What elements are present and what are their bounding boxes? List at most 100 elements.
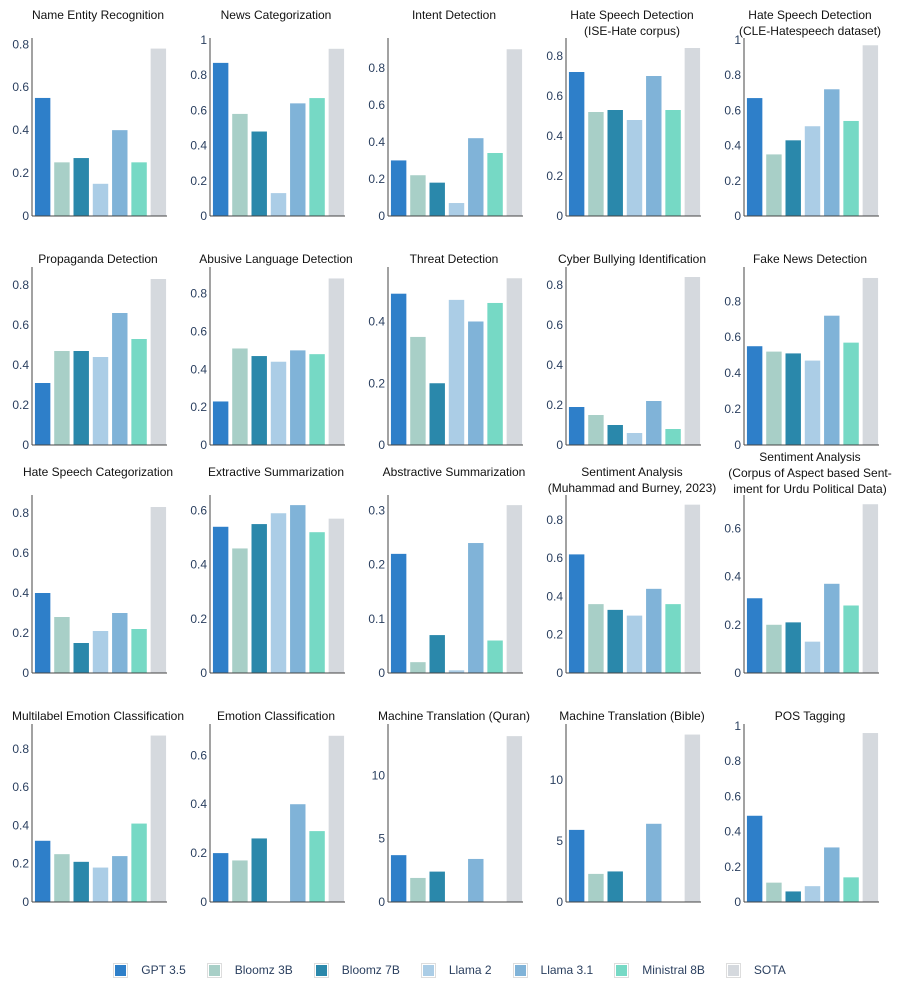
bar-gpt-3-5 bbox=[212, 526, 229, 673]
legend-item-llama-3-1[interactable]: Llama 3.1 bbox=[512, 962, 593, 978]
chart-panel-machine-translation-bible: Machine Translation (Bible) 0 5 10 bbox=[550, 709, 705, 909]
y-tick-label: 5 bbox=[378, 832, 385, 846]
chart-title: iment for Urdu Political Data) bbox=[733, 482, 886, 496]
bar-bloomz-7b bbox=[785, 353, 801, 445]
y-tick-label: 0.4 bbox=[12, 586, 29, 600]
chart-panel-hate-speech-categorization: Hate Speech Categorization 0 0.2 0.4 0.6 0.8 bbox=[12, 465, 173, 680]
y-tick-label: 0 bbox=[200, 209, 207, 223]
chart-title: Fake News Detection bbox=[753, 252, 867, 266]
chart-panel-intent-detection: Intent Detection 0 0.2 0.4 0.6 0.8 bbox=[368, 8, 523, 223]
bar-sota bbox=[684, 48, 701, 216]
bar-sota bbox=[684, 504, 701, 673]
chart-title: Sentiment Analysis bbox=[759, 450, 860, 464]
bar-llama-3-1 bbox=[646, 401, 662, 445]
y-tick-label: 0.6 bbox=[724, 789, 741, 803]
y-tick-label: 0.6 bbox=[12, 546, 29, 560]
bar-gpt-3-5 bbox=[568, 407, 585, 445]
bar-llama-3-1 bbox=[468, 138, 484, 216]
bar-llama-3-1 bbox=[468, 858, 484, 902]
bar-gpt-3-5 bbox=[390, 855, 407, 902]
bar-sota bbox=[506, 736, 523, 902]
legend-item-bloomz-7b[interactable]: Bloomz 7B bbox=[313, 962, 400, 978]
chart-title: Cyber Bullying Identification bbox=[558, 252, 706, 266]
bar-gpt-3-5 bbox=[746, 98, 763, 216]
legend-item-llama-2[interactable]: Llama 2 bbox=[420, 962, 492, 978]
bar-ministral-8b bbox=[665, 429, 681, 445]
bar-bloomz-3b bbox=[410, 175, 426, 216]
chart-title: News Categorization bbox=[221, 8, 332, 22]
y-tick-label: 0.8 bbox=[368, 61, 385, 75]
bar-bloomz-7b bbox=[73, 643, 89, 673]
bar-llama-3-1 bbox=[646, 588, 662, 673]
y-tick-label: 0.4 bbox=[724, 570, 741, 584]
bar-sota bbox=[862, 733, 879, 902]
bar-ministral-8b bbox=[309, 354, 325, 445]
chart-panel-hate-speech-detection-cle-hatespeech-dataset: Hate Speech Detection (CLE-Hatespeech dat… bbox=[724, 8, 881, 223]
y-tick-label: 0.2 bbox=[368, 376, 385, 390]
y-tick-label: 0.8 bbox=[12, 506, 29, 520]
chart-title: Emotion Classification bbox=[217, 709, 335, 723]
y-tick-label: 0 bbox=[556, 895, 563, 909]
bar-llama-2 bbox=[626, 433, 643, 445]
legend-label: Bloomz 3B bbox=[234, 963, 293, 977]
bar-sota bbox=[328, 48, 345, 216]
chart-panel-fake-news-detection: Fake News Detection 0 0.2 0.4 0.6 0.8 bbox=[724, 252, 879, 452]
y-tick-label: 0.2 bbox=[190, 174, 207, 188]
bar-llama-2 bbox=[626, 120, 643, 216]
bar-sota bbox=[862, 277, 879, 445]
bar-bloomz-7b bbox=[607, 609, 623, 673]
chart-panel-propaganda-detection: Propaganda Detection 0 0.2 0.4 0.6 0.8 bbox=[12, 252, 167, 452]
legend-item-bloomz-3b[interactable]: Bloomz 3B bbox=[206, 962, 293, 978]
bar-bloomz-3b bbox=[54, 854, 70, 902]
chart-title: Intent Detection bbox=[412, 8, 496, 22]
y-tick-label: 0.4 bbox=[546, 589, 563, 603]
legend-item-sota[interactable]: SOTA bbox=[725, 962, 786, 978]
y-tick-label: 0.4 bbox=[546, 358, 563, 372]
bar-sota bbox=[328, 735, 345, 902]
y-tick-label: 0.3 bbox=[368, 504, 385, 518]
bar-llama-2 bbox=[804, 360, 821, 445]
bar-gpt-3-5 bbox=[568, 554, 585, 673]
y-tick-label: 0.4 bbox=[546, 129, 563, 143]
bar-llama-3-1 bbox=[112, 613, 128, 673]
bar-llama-3-1 bbox=[112, 856, 128, 902]
bar-bloomz-3b bbox=[232, 860, 248, 902]
y-tick-label: 0.2 bbox=[724, 402, 741, 416]
bar-sota bbox=[862, 504, 879, 673]
y-tick-label: 0 bbox=[378, 666, 385, 680]
chart-title: Multilabel Emotion Classification bbox=[12, 709, 184, 723]
bar-ministral-8b bbox=[309, 532, 325, 673]
y-tick-label: 0.6 bbox=[546, 551, 563, 565]
y-tick-label: 0.4 bbox=[724, 366, 741, 380]
chart-title: Abstractive Summarization bbox=[383, 465, 526, 479]
y-tick-label: 0.2 bbox=[12, 166, 29, 180]
bar-bloomz-3b bbox=[54, 351, 70, 445]
y-tick-label: 0 bbox=[200, 666, 207, 680]
y-tick-label: 10 bbox=[372, 768, 386, 782]
bar-gpt-3-5 bbox=[212, 401, 229, 445]
bar-gpt-3-5 bbox=[390, 293, 407, 445]
bar-llama-2 bbox=[92, 631, 109, 673]
bar-bloomz-3b bbox=[232, 113, 248, 216]
legend-item-ministral-8b[interactable]: Ministral 8B bbox=[614, 962, 705, 978]
bar-llama-3-1 bbox=[112, 130, 128, 216]
chart-figure: Name Entity Recognition00.20.40.60.8News… bbox=[12, 8, 892, 909]
y-tick-label: 0 bbox=[556, 438, 563, 452]
chart-title: Hate Speech Categorization bbox=[23, 465, 173, 479]
y-tick-label: 0.2 bbox=[12, 857, 29, 871]
bar-gpt-3-5 bbox=[34, 383, 51, 445]
bar-llama-2 bbox=[92, 183, 109, 216]
bar-sota bbox=[506, 49, 523, 217]
legend-item-gpt-3-5[interactable]: GPT 3.5 bbox=[113, 962, 186, 978]
y-tick-label: 0.2 bbox=[12, 626, 29, 640]
y-tick-label: 0.4 bbox=[190, 362, 207, 376]
bar-llama-3-1 bbox=[112, 313, 128, 445]
y-tick-label: 0.2 bbox=[546, 628, 563, 642]
bar-llama-3-1 bbox=[824, 583, 840, 673]
bar-gpt-3-5 bbox=[390, 160, 407, 216]
bar-bloomz-3b bbox=[766, 882, 782, 902]
chart-title: Extractive Summarization bbox=[208, 465, 344, 479]
y-tick-label: 0.6 bbox=[546, 318, 563, 332]
bar-llama-2 bbox=[92, 357, 109, 445]
bar-llama-2 bbox=[270, 513, 287, 673]
